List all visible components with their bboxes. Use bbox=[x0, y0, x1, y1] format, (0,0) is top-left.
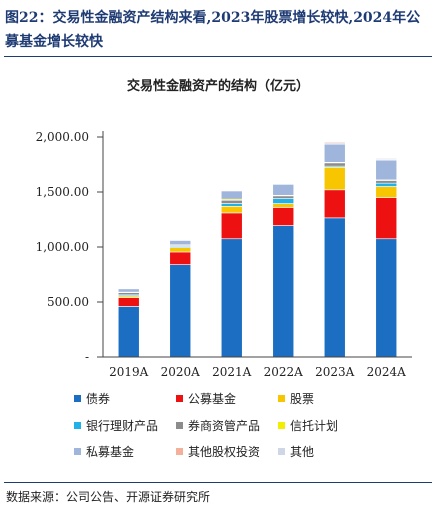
x-tick-label: 2019A bbox=[109, 365, 149, 379]
source-note: 数据来源：公司公告、开源证券研究所 bbox=[6, 490, 211, 504]
bar-segment-4 bbox=[375, 182, 398, 187]
x-tick-label: 2024A bbox=[367, 365, 407, 379]
bar-segment-9 bbox=[323, 141, 346, 144]
legend-label-6: 信托计划 bbox=[290, 419, 338, 433]
y-tick-label: 1,500.00 bbox=[36, 185, 89, 199]
y-tick-label: - bbox=[85, 350, 89, 364]
legend-swatch-2 bbox=[176, 395, 183, 402]
bar-segment-7 bbox=[117, 288, 140, 293]
bar-segment-5 bbox=[323, 162, 346, 167]
top-divider bbox=[4, 56, 432, 57]
legend-label-7: 私募基金 bbox=[86, 444, 134, 459]
x-tick-label: 2023A bbox=[315, 365, 355, 379]
bar-segment-5 bbox=[220, 199, 243, 204]
bar-segment-9 bbox=[272, 182, 295, 185]
bar-segment-9 bbox=[220, 189, 243, 191]
bar-segment-9 bbox=[375, 158, 398, 160]
bar-segment-7 bbox=[375, 159, 398, 181]
legend-label-9: 其他 bbox=[290, 445, 314, 459]
bar-segment-1 bbox=[323, 217, 346, 358]
bar-segment-4 bbox=[220, 203, 243, 207]
chart-title: 交易性金融资产的结构（亿元） bbox=[127, 78, 309, 94]
x-tick-label: 2021A bbox=[212, 365, 252, 379]
bar-segment-4 bbox=[272, 198, 295, 204]
bar-segment-7 bbox=[323, 143, 346, 163]
bar-segment-1 bbox=[375, 238, 398, 358]
y-tick-label: 1,000.00 bbox=[36, 240, 89, 254]
stacked-bar-chart: 交易性金融资产的结构（亿元） - 500.00 1,000.00 1,500.00 2,0… bbox=[36, 78, 412, 459]
bar-segment-7 bbox=[169, 240, 192, 246]
legend-label-8: 其他股权投资 bbox=[188, 444, 260, 459]
bar-segment-3 bbox=[375, 186, 398, 198]
bar-segment-2 bbox=[375, 197, 398, 240]
legend-label-4: 银行理财产品 bbox=[86, 419, 158, 433]
bar-segment-1 bbox=[117, 306, 140, 358]
legend-swatch-5 bbox=[176, 422, 183, 429]
bar-segment-3 bbox=[220, 206, 243, 214]
chart-area: 交易性金融资产的结构（亿元） - 500.00 1,000.00 1,500.00 2,0… bbox=[0, 60, 436, 480]
legend-swatch-1 bbox=[74, 395, 81, 402]
bar-segment-1 bbox=[169, 264, 192, 358]
bar-segment-5 bbox=[117, 292, 140, 296]
legend-swatch-4 bbox=[74, 422, 81, 429]
bar-segment-3 bbox=[323, 166, 346, 191]
legend-swatch-8 bbox=[176, 448, 183, 455]
bar-segment-3 bbox=[272, 203, 295, 208]
x-tick-label: 2022A bbox=[264, 365, 304, 379]
bar-segment-5 bbox=[375, 180, 398, 184]
bar-segment-9 bbox=[117, 287, 140, 289]
bar-segment-9 bbox=[169, 239, 192, 241]
legend-swatch-9 bbox=[278, 448, 285, 455]
bar-segment-5 bbox=[272, 195, 295, 199]
bar-segment-1 bbox=[220, 238, 243, 358]
bar-segment-7 bbox=[220, 190, 243, 200]
bottom-divider bbox=[4, 482, 432, 483]
y-tick-label: 500.00 bbox=[47, 295, 89, 309]
bar-segment-3 bbox=[169, 247, 192, 253]
legend-label-3: 股票 bbox=[290, 392, 314, 406]
legend-label-1: 债券 bbox=[86, 391, 110, 406]
figure-title: 图22：交易性金融资产结构来看,2023年股票增长较快,2024年公募基金增长较… bbox=[5, 10, 421, 50]
bar-segment-2 bbox=[220, 212, 243, 240]
legend-label-5: 券商资管产品 bbox=[188, 418, 260, 433]
x-tick-label: 2020A bbox=[161, 365, 201, 379]
bar-segment-1 bbox=[272, 225, 295, 358]
bar-segment-2 bbox=[169, 251, 192, 265]
bar-segment-7 bbox=[272, 184, 295, 196]
legend-swatch-6 bbox=[278, 422, 285, 429]
legend-swatch-7 bbox=[74, 448, 81, 455]
bar-segment-2 bbox=[272, 207, 295, 226]
y-tick-label: 2,000.00 bbox=[36, 130, 89, 144]
bar-segment-2 bbox=[117, 297, 140, 307]
legend-label-2: 公募基金 bbox=[188, 391, 236, 406]
legend-swatch-3 bbox=[278, 395, 285, 402]
bar-segment-2 bbox=[323, 189, 346, 219]
